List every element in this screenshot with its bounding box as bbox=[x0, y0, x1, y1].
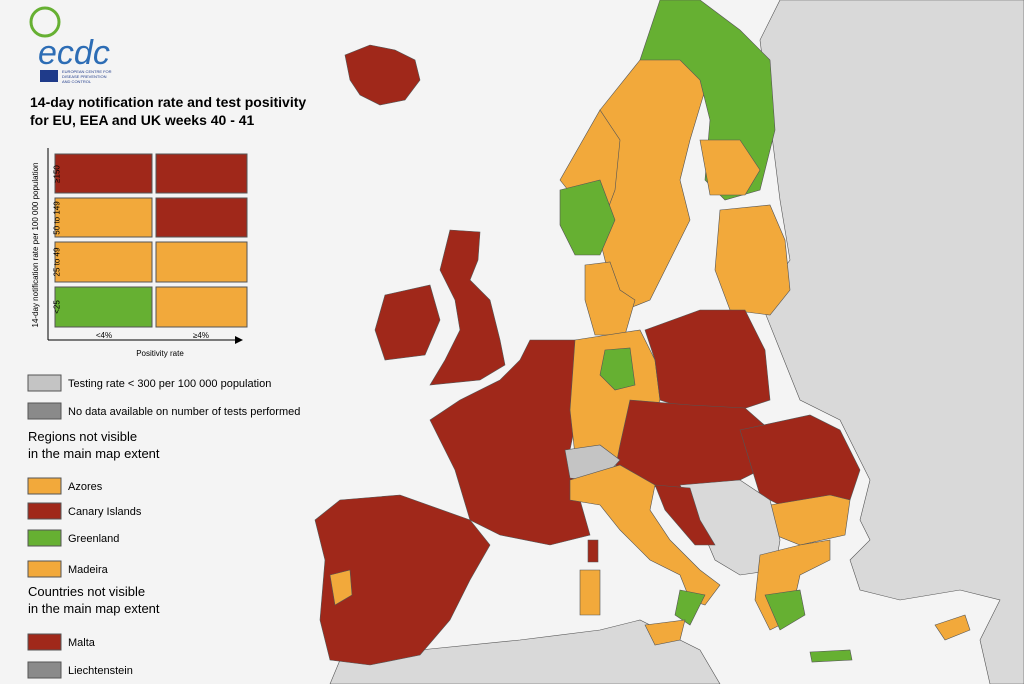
legend-swatch bbox=[27, 560, 62, 578]
eu-flag bbox=[40, 70, 58, 82]
sardinia bbox=[579, 569, 601, 616]
finland-south bbox=[699, 139, 761, 196]
matrix-cell bbox=[155, 286, 248, 328]
logo-subtitle: AND CONTROL bbox=[62, 79, 92, 84]
legend-label: Canary Islands bbox=[68, 506, 142, 518]
matrix-x-label: Positivity rate bbox=[136, 349, 184, 358]
ireland bbox=[374, 284, 441, 361]
row-label: <25 bbox=[53, 300, 62, 314]
matrix-cell bbox=[155, 197, 248, 238]
row-label: ≥150 bbox=[53, 165, 62, 183]
legend-swatch bbox=[27, 633, 62, 651]
matrix-cell bbox=[155, 241, 248, 283]
legend-swatch bbox=[27, 529, 62, 547]
spain-portugal bbox=[314, 494, 491, 666]
matrix-y-label: 14-day notification rate per 100 000 pop… bbox=[31, 162, 40, 327]
corsica bbox=[587, 539, 599, 563]
portugal-region bbox=[329, 569, 353, 606]
legend-label: No data available on number of tests per… bbox=[68, 406, 300, 418]
legend-label: Azores bbox=[68, 481, 103, 493]
italy-south bbox=[674, 589, 706, 626]
logo-subtitle: DISEASE PREVENTION bbox=[62, 74, 107, 79]
row-label: 50 to 149 bbox=[53, 201, 62, 235]
iceland bbox=[344, 44, 421, 106]
crete bbox=[809, 649, 853, 663]
matrix-cell bbox=[54, 241, 153, 283]
legend-label: Liechtenstein bbox=[68, 665, 133, 677]
baltics bbox=[714, 204, 791, 316]
poland bbox=[644, 309, 771, 411]
legend-swatch bbox=[27, 374, 62, 392]
norway-south bbox=[559, 179, 616, 256]
matrix-cell bbox=[54, 153, 153, 194]
denmark bbox=[584, 261, 636, 336]
legend-swatch bbox=[27, 402, 62, 420]
sicily bbox=[644, 619, 686, 646]
legend-heading: in the main map extent bbox=[28, 446, 160, 461]
row-label: 25 to 49 bbox=[53, 247, 62, 276]
column-label: ≥4% bbox=[193, 331, 209, 340]
logo-subtitle: EUROPEAN CENTRE FOR bbox=[62, 69, 112, 74]
column-label: <4% bbox=[96, 331, 112, 340]
matrix-cell bbox=[54, 197, 153, 238]
legend-swatch bbox=[27, 502, 62, 520]
matrix-cell bbox=[54, 286, 153, 328]
germany-central bbox=[599, 347, 636, 391]
matrix: 14-day notification rate per 100 000 pop… bbox=[31, 148, 248, 358]
legend: Testing rate < 300 per 100 000 populatio… bbox=[27, 374, 300, 679]
non-eu-land bbox=[759, 0, 1024, 685]
legend-label: Testing rate < 300 per 100 000 populatio… bbox=[68, 378, 271, 390]
croatia bbox=[654, 484, 716, 546]
legend-label: Greenland bbox=[68, 533, 119, 545]
great-britain bbox=[429, 229, 506, 386]
title: 14-day notification rate and test positi… bbox=[30, 94, 306, 110]
legend-heading: Regions not visible bbox=[28, 429, 137, 444]
legend-swatch bbox=[27, 661, 62, 679]
logo-name: ecdc bbox=[38, 34, 110, 72]
greece-region bbox=[764, 589, 806, 631]
x-arrow bbox=[235, 336, 243, 344]
legend-heading: in the main map extent bbox=[28, 601, 160, 616]
title: for EU, EEA and UK weeks 40 - 41 bbox=[30, 112, 255, 128]
matrix-cell bbox=[155, 153, 248, 194]
italy bbox=[569, 464, 721, 606]
logo: ecdc EUROPEAN CENTRE FOR DISEASE PREVENT… bbox=[29, 6, 112, 84]
logo-icon bbox=[29, 6, 61, 38]
legend-label: Madeira bbox=[68, 564, 109, 576]
cyprus bbox=[934, 614, 971, 641]
map bbox=[314, 0, 1024, 685]
legend-swatch bbox=[27, 477, 62, 495]
legend-label: Malta bbox=[68, 637, 96, 649]
legend-heading: Countries not visible bbox=[28, 584, 145, 599]
